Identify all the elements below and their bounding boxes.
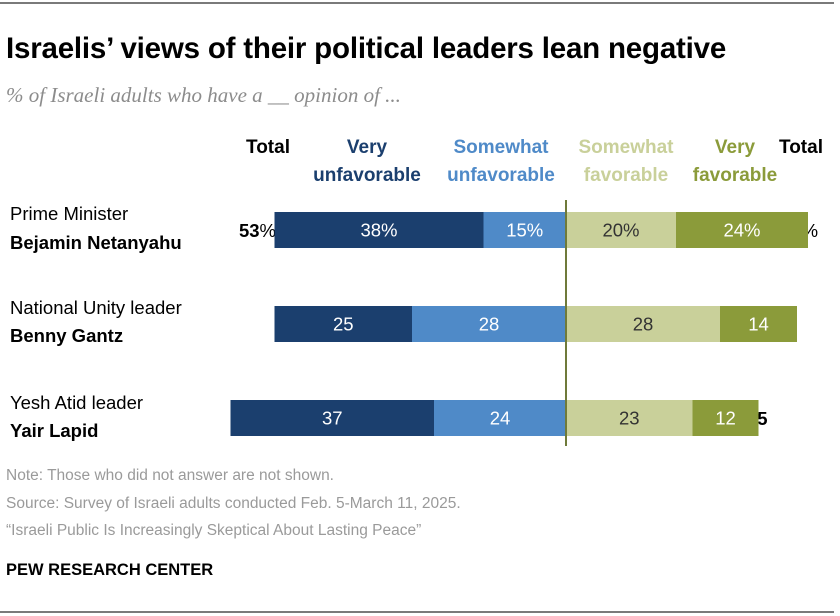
bar-somewhat-unfavorable-netanyahu xyxy=(483,212,566,248)
bottom-rule xyxy=(0,611,834,613)
bar-somewhat-favorable-netanyahu xyxy=(566,212,676,248)
label-somewhat-unfavorable-lapid: 24 xyxy=(490,408,511,429)
source-text: Source: Survey of Israeli adults conduct… xyxy=(6,495,461,512)
chart-subtitle: % of Israeli adults who have a __ opinio… xyxy=(6,83,401,107)
bar-very-favorable-lapid xyxy=(692,400,759,436)
chart-title: Israelis’ views of their political leade… xyxy=(6,32,727,65)
brand-name: PEW RESEARCH CENTER xyxy=(6,561,214,579)
bar-very-unfavorable-gantz xyxy=(274,306,412,342)
label-somewhat-favorable-lapid: 23 xyxy=(619,408,640,429)
bar-very-favorable-gantz xyxy=(720,306,797,342)
report-title-text: “Israeli Public Is Increasingly Skeptica… xyxy=(6,522,422,539)
label-very-unfavorable-lapid: 37 xyxy=(322,408,343,429)
top-rule xyxy=(0,2,834,4)
bar-very-unfavorable-lapid xyxy=(230,400,434,436)
row-role-netanyahu: Prime Minister xyxy=(10,203,129,224)
bar-very-unfavorable-netanyahu xyxy=(274,212,484,248)
row-name-netanyahu: Bejamin Netanyahu xyxy=(10,232,182,253)
header-somewhat-unfavorable: Somewhat unfavorable xyxy=(447,137,555,186)
note-text: Note: Those who did not answer are not s… xyxy=(6,467,334,484)
label-somewhat-favorable-gantz: 28 xyxy=(633,314,654,335)
label-very-unfavorable-gantz: 25 xyxy=(333,314,354,335)
header-somewhat-favorable: Somewhat favorable xyxy=(578,137,674,186)
row-role-lapid: Yesh Atid leader xyxy=(10,392,144,413)
label-very-favorable-lapid: 12 xyxy=(715,408,736,429)
label-somewhat-unfavorable-netanyahu: 15% xyxy=(506,220,543,241)
bar-somewhat-favorable-gantz xyxy=(566,306,720,342)
bar-somewhat-unfavorable-gantz xyxy=(412,306,566,342)
label-very-favorable-gantz: 14 xyxy=(748,314,769,335)
row-name-lapid: Yair Lapid xyxy=(10,420,99,441)
bar-somewhat-unfavorable-lapid xyxy=(434,400,566,436)
bar-very-favorable-netanyahu xyxy=(676,212,808,248)
label-somewhat-unfavorable-gantz: 28 xyxy=(479,314,500,335)
total-unfavorable-netanyahu: 53% xyxy=(238,220,276,241)
header-very-unfavorable: Very unfavorable xyxy=(313,137,421,186)
label-very-unfavorable-netanyahu: 38% xyxy=(360,220,397,241)
row-name-gantz: Benny Gantz xyxy=(10,325,124,346)
header-total-favorable: Total xyxy=(779,137,823,158)
header-very-favorable: Very favorable xyxy=(692,137,778,186)
bar-somewhat-favorable-lapid xyxy=(566,400,693,436)
label-somewhat-favorable-netanyahu: 20% xyxy=(602,220,639,241)
header-total-unfavorable: Total xyxy=(246,137,290,158)
row-role-gantz: National Unity leader xyxy=(10,297,182,318)
label-very-favorable-netanyahu: 24% xyxy=(723,220,760,241)
